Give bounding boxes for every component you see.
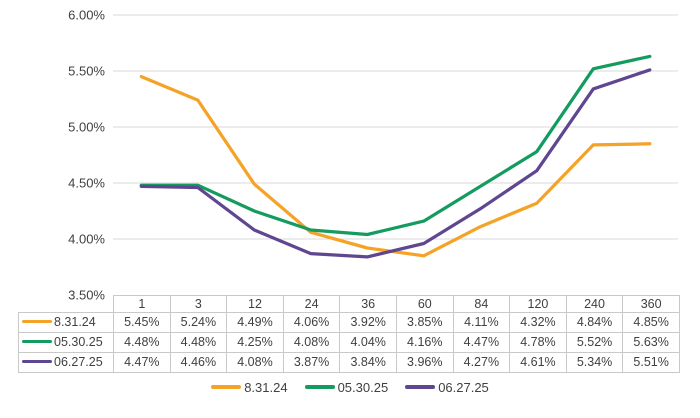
- value-cell: 3.84%: [339, 352, 397, 373]
- value-cell: 4.85%: [622, 312, 680, 333]
- value-cell: 3.92%: [339, 312, 397, 333]
- legend-key-line-icon: [211, 385, 242, 389]
- value-cell: 4.47%: [113, 352, 171, 373]
- series-line-05.30.25: [139, 54, 652, 237]
- y-axis-label: 6.00%: [68, 8, 105, 23]
- y-axis-label: 4.50%: [68, 176, 105, 191]
- table-corner-cell: [19, 296, 114, 313]
- column-header-24: 24: [282, 295, 341, 313]
- column-header-60: 60: [395, 295, 454, 313]
- legend-item-8.31.24: 8.31.24: [211, 379, 288, 395]
- value-cell: 4.04%: [339, 332, 397, 353]
- series-name: 06.27.25: [54, 355, 103, 369]
- column-header-120: 120: [509, 295, 567, 313]
- legend-key-line-icon: [304, 385, 335, 389]
- series-label-cell: 06.27.25: [18, 352, 114, 373]
- series-name: 05.30.25: [54, 335, 103, 349]
- value-cell: 3.87%: [282, 352, 341, 373]
- y-axis-label: 4.00%: [68, 232, 105, 247]
- legend-key-line-icon: [405, 385, 436, 389]
- column-header-36: 36: [339, 295, 397, 313]
- legend-label: 06.27.25: [438, 379, 489, 395]
- value-cell: 4.11%: [452, 312, 511, 333]
- column-header-1: 1: [113, 295, 171, 313]
- series-line-06.27.25: [139, 68, 652, 259]
- legend-label: 8.31.24: [244, 379, 288, 395]
- legend-label: 05.30.25: [337, 379, 389, 395]
- value-cell: 4.47%: [452, 332, 511, 353]
- legend-item-05.30.25: 05.30.25: [304, 379, 389, 395]
- column-header-84: 84: [452, 295, 511, 313]
- series-name: 8.31.24: [54, 315, 96, 329]
- value-cell: 4.49%: [226, 312, 284, 333]
- value-cell: 4.78%: [509, 332, 567, 353]
- value-cell: 5.63%: [622, 332, 680, 353]
- value-cell: 4.08%: [226, 352, 284, 373]
- column-header-240: 240: [565, 295, 624, 313]
- chart-data-table: 1 3 12 24 36 60 84 120 240 360 8.31.24 5.45% 5.24% 4.…: [18, 295, 680, 373]
- value-cell: 3.96%: [395, 352, 454, 373]
- legend-key-line-icon: [22, 340, 52, 344]
- column-header-3: 3: [169, 295, 228, 313]
- value-cell: 4.32%: [509, 312, 567, 333]
- y-axis-label: 3.50%: [68, 288, 105, 303]
- value-cell: 4.48%: [169, 332, 228, 353]
- value-cell: 4.25%: [226, 332, 284, 353]
- value-cell: 4.08%: [282, 332, 341, 353]
- y-axis-label: 5.00%: [68, 120, 105, 135]
- value-cell: 5.52%: [565, 332, 624, 353]
- value-cell: 4.06%: [282, 312, 341, 333]
- value-cell: 4.16%: [395, 332, 454, 353]
- table-row-06.27.25: 06.27.25 4.47% 4.46% 4.08% 3.87% 3.84% 3.96% 4.…: [18, 352, 680, 373]
- value-cell: 4.46%: [169, 352, 228, 373]
- value-cell: 4.27%: [452, 352, 511, 373]
- column-header-360: 360: [622, 295, 680, 313]
- table-row-05.30.25: 05.30.25 4.48% 4.48% 4.25% 4.08% 4.04% 4.16% 4.…: [18, 332, 680, 353]
- value-cell: 4.84%: [565, 312, 624, 333]
- column-header-12: 12: [226, 295, 284, 313]
- legend-item-06.27.25: 06.27.25: [405, 380, 489, 395]
- value-cell: 3.85%: [395, 312, 454, 333]
- value-cell: 5.45%: [113, 312, 171, 333]
- legend-key-line-icon: [22, 320, 52, 324]
- chart-legend: 8.31.24 05.30.25 06.27.25: [0, 376, 700, 398]
- value-cell: 4.61%: [509, 352, 567, 373]
- series-label-cell: 05.30.25: [18, 332, 114, 353]
- series-line-8.31.24: [139, 74, 652, 258]
- table-row-8.31.24: 8.31.24 5.45% 5.24% 4.49% 4.06% 3.92% 3.85% 4.1…: [18, 312, 680, 333]
- value-cell: 5.51%: [622, 352, 680, 373]
- value-cell: 5.34%: [565, 352, 624, 373]
- y-axis-label: 5.50%: [68, 64, 105, 79]
- value-cell: 4.48%: [113, 332, 171, 353]
- value-cell: 5.24%: [169, 312, 228, 333]
- legend-key-line-icon: [22, 360, 52, 364]
- table-header-row: 1 3 12 24 36 60 84 120 240 360: [19, 295, 680, 313]
- series-label-cell: 8.31.24: [18, 312, 114, 333]
